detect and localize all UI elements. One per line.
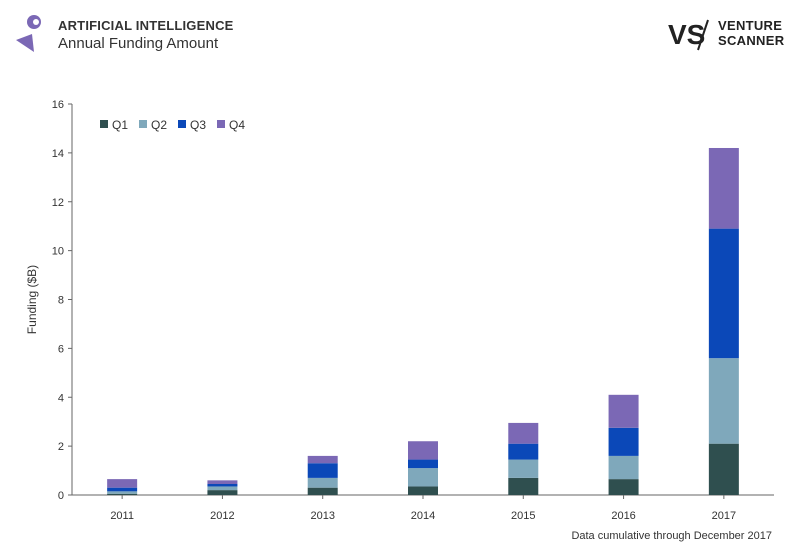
y-tick-label: 2 — [58, 441, 64, 453]
bar-segment-q2-2011 — [107, 491, 138, 494]
bar-segment-q1-2016 — [608, 479, 639, 495]
header: ARTIFICIAL INTELLIGENCE Annual Funding A… — [0, 0, 800, 70]
legend-swatch-q1 — [100, 120, 108, 128]
y-tick-label: 16 — [52, 99, 64, 111]
bar-segment-q1-2012 — [207, 490, 238, 495]
x-tick-label: 2014 — [411, 510, 435, 522]
x-tick-label: 2015 — [511, 510, 535, 522]
bar-segment-q4-2011 — [107, 479, 138, 488]
bar-segment-q1-2017 — [708, 443, 739, 495]
bar-segment-q1-2014 — [408, 486, 438, 495]
bar-segment-q3-2016 — [608, 427, 639, 456]
y-tick-label: 8 — [58, 295, 64, 307]
y-tick-label: 10 — [52, 246, 64, 258]
chart-subtitle: Annual Funding Amount — [58, 35, 219, 52]
x-tick-label: 2011 — [110, 510, 134, 522]
footnote: Data cumulative through December 2017 — [571, 530, 772, 542]
legend-label-q1: Q1 — [112, 118, 128, 132]
y-tick-label: 4 — [58, 392, 64, 404]
bar-segment-q2-2014 — [408, 468, 438, 487]
brand-line-1: VENTURE — [718, 18, 783, 33]
x-tick-label: 2017 — [712, 510, 736, 522]
y-tick-label: 12 — [52, 197, 64, 209]
bar-segment-q4-2012 — [207, 480, 238, 485]
legend-label-q2: Q2 — [151, 118, 167, 132]
venture-scanner-logo-icon: VS — [668, 19, 709, 51]
y-tick-label: 6 — [58, 343, 64, 355]
bar-segment-q3-2014 — [408, 459, 438, 469]
y-tick-label: 0 — [58, 490, 64, 502]
legend-swatch-q2 — [139, 120, 147, 128]
chart-bars — [107, 147, 739, 495]
bar-segment-q4-2014 — [408, 441, 438, 460]
bar-segment-q3-2015 — [508, 443, 539, 460]
legend-label-q3: Q3 — [190, 118, 206, 132]
bar-segment-q4-2016 — [608, 394, 639, 428]
y-axis-title: Funding ($B) — [25, 265, 39, 334]
bar-segment-q3-2012 — [207, 484, 238, 487]
x-tick-label: 2016 — [611, 510, 635, 522]
bar-segment-q4-2013 — [307, 455, 338, 464]
bar-segment-q2-2013 — [307, 477, 338, 488]
bar-segment-q4-2017 — [708, 147, 739, 229]
chart-legend: Q1 Q2 Q3 Q4 — [100, 118, 245, 132]
bar-segment-q2-2017 — [708, 358, 739, 444]
bar-segment-q2-2012 — [207, 486, 238, 491]
legend-swatch-q3 — [178, 120, 186, 128]
bar-segment-q1-2011 — [107, 493, 138, 495]
y-tick-label: 14 — [52, 148, 64, 160]
bar-segment-q3-2017 — [708, 228, 739, 359]
x-tick-label: 2012 — [210, 510, 234, 522]
ai-logo-icon — [16, 15, 41, 52]
bar-segment-q3-2011 — [107, 487, 138, 492]
bar-segment-q4-2015 — [508, 422, 539, 444]
legend-label-q4: Q4 — [229, 118, 245, 132]
brand-name: VENTURE SCANNER — [718, 18, 784, 48]
chart-axes: 0 2 4 6 8 10 12 14 16 Funding ($B) 2011 2012 2013 201… — [25, 99, 774, 522]
brand-line-2: SCANNER — [718, 33, 785, 48]
bar-segment-q1-2015 — [508, 477, 539, 495]
bar-segment-q2-2015 — [508, 459, 539, 478]
x-tick-label: 2013 — [310, 510, 334, 522]
chart-title: ARTIFICIAL INTELLIGENCE — [58, 18, 234, 33]
bar-segment-q2-2016 — [608, 455, 639, 480]
bar-segment-q1-2013 — [307, 487, 338, 495]
legend-swatch-q4 — [217, 120, 225, 128]
bar-segment-q3-2013 — [307, 463, 338, 478]
